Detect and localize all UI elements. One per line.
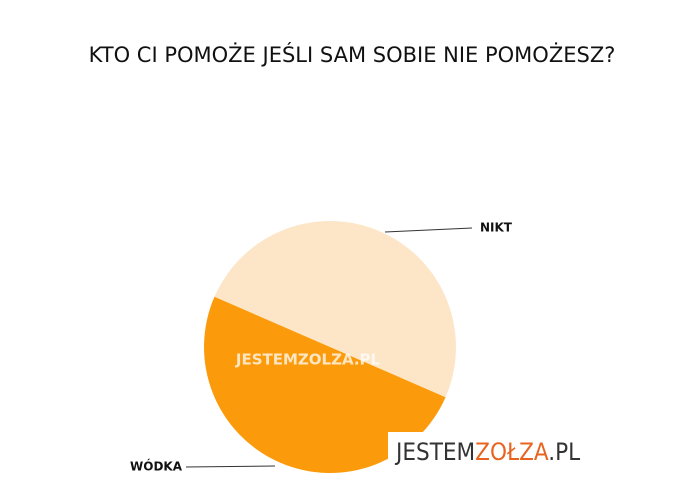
pie-slice [214, 221, 456, 398]
leader-line [384, 227, 473, 233]
leader-line [185, 465, 276, 468]
slice-label: NIKT [480, 221, 513, 235]
chart-title: KTO CI POMOŻE JEŚLI SAM SOBIE NIE POMOŻE… [89, 42, 616, 67]
logo-part: .PL [548, 438, 580, 466]
watermark: JESTEMZOLZA.PL [235, 351, 381, 369]
logo-part: JESTEM [394, 438, 475, 466]
pie-slice [204, 296, 446, 473]
logo-box [388, 432, 640, 472]
pie [204, 221, 456, 473]
slice-label: WÓDKA [130, 459, 183, 474]
logo-part: ZOŁZA [475, 438, 549, 466]
logo: JESTEMZOŁZA.PL [394, 438, 580, 466]
